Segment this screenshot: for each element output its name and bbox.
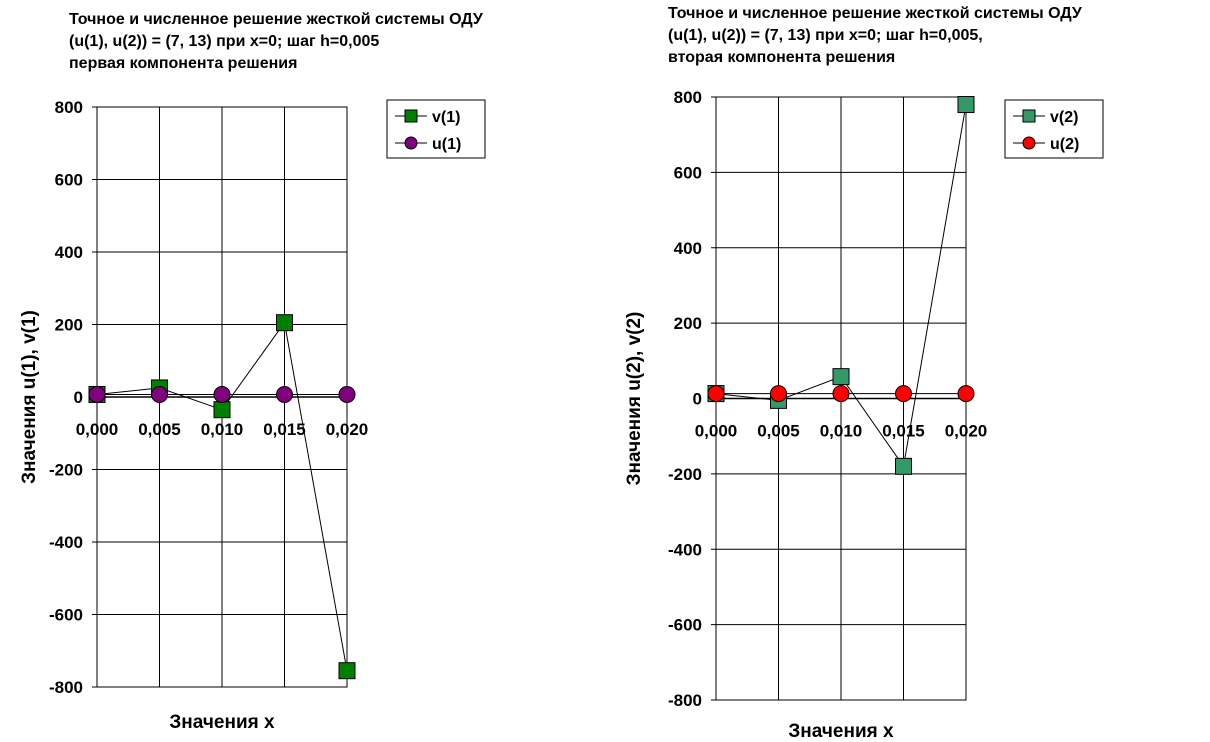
data-point-circle: [770, 385, 787, 403]
data-point-square: [895, 457, 912, 475]
y-tick-label: -600: [668, 616, 702, 635]
x-tick-label: 0,010: [201, 420, 244, 439]
chart-1: Точное и численное решение жесткой систе…: [19, 11, 486, 733]
x-tick-label: 0,015: [263, 420, 306, 439]
data-point-square: [957, 96, 975, 114]
y-tick-label: 0: [74, 388, 83, 407]
chart-title-line: первая компонента решения: [69, 55, 297, 72]
y-tick-label: -200: [668, 465, 702, 484]
legend-marker-circle: [1022, 136, 1036, 150]
chart-title-line: (u(1), u(2)) = (7, 13) при x=0; шаг h=0,…: [69, 33, 379, 50]
chart-title-line: Точное и численное решение жесткой систе…: [69, 11, 484, 28]
legend: v(2) u(2): [1004, 99, 1104, 159]
data-point-circle: [832, 385, 850, 403]
legend-box: [1004, 99, 1104, 159]
chart-title-line: вторая компонента решения: [668, 49, 895, 66]
data-point-square: [213, 401, 231, 419]
data-point-circle: [151, 385, 168, 403]
y-tick-label: -600: [49, 606, 83, 625]
legend-box: [386, 99, 486, 159]
y-tick-label: 400: [55, 243, 83, 262]
y-axis-label: Значения u(1), v(1): [19, 310, 40, 484]
legend-marker-circle: [404, 136, 418, 150]
x-tick-label: 0,000: [695, 422, 738, 441]
x-tick-label: 0,000: [76, 420, 119, 439]
legend-label: u(1): [432, 136, 461, 153]
y-tick-label: -400: [668, 540, 702, 559]
data-point-circle: [213, 385, 231, 403]
data-point-circle: [88, 385, 106, 403]
data-point-square: [338, 662, 356, 680]
y-tick-label: 0: [693, 390, 702, 409]
y-tick-label: 800: [55, 98, 83, 117]
y-tick-label: -200: [49, 461, 83, 480]
data-point-circle: [707, 385, 725, 403]
data-point-circle: [338, 385, 356, 403]
x-tick-label: 0,005: [757, 422, 800, 441]
legend-label: v(2): [1050, 109, 1078, 126]
y-tick-label: 200: [674, 314, 702, 333]
y-tick-label: -800: [49, 678, 83, 697]
y-tick-label: 600: [674, 163, 702, 182]
chart-2: Точное и численное решение жесткой систе…: [624, 5, 1104, 742]
y-tick-label: -400: [49, 533, 83, 552]
data-point-square: [832, 368, 850, 386]
x-tick-label: 0,010: [820, 422, 863, 441]
x-axis-label: Значения x: [788, 721, 894, 742]
y-tick-label: 600: [55, 171, 83, 190]
y-tick-label: 400: [674, 239, 702, 258]
legend-label: u(2): [1050, 136, 1079, 153]
y-axis-label: Значения u(2), v(2): [624, 312, 645, 486]
y-tick-label: 800: [674, 88, 702, 107]
x-tick-label: 0,005: [138, 420, 181, 439]
x-tick-label: 0,020: [326, 420, 369, 439]
legend: v(1) u(1): [386, 99, 486, 159]
data-point-circle: [957, 385, 975, 403]
data-point-square: [276, 314, 293, 332]
x-tick-label: 0,015: [882, 422, 925, 441]
x-tick-label: 0,020: [945, 422, 988, 441]
legend-label: v(1): [432, 109, 460, 126]
chart-title-line: (u(1), u(2)) = (7, 13) при x=0; шаг h=0,…: [668, 27, 983, 44]
y-tick-label: -800: [668, 691, 702, 710]
chart-title-line: Точное и численное решение жесткой систе…: [668, 5, 1083, 22]
data-point-circle: [276, 385, 293, 403]
legend-marker-square: [404, 109, 418, 123]
legend-marker-square: [1022, 109, 1036, 123]
y-tick-label: 200: [55, 316, 83, 335]
x-axis-label: Значения x: [169, 712, 275, 733]
data-point-circle: [895, 385, 912, 403]
